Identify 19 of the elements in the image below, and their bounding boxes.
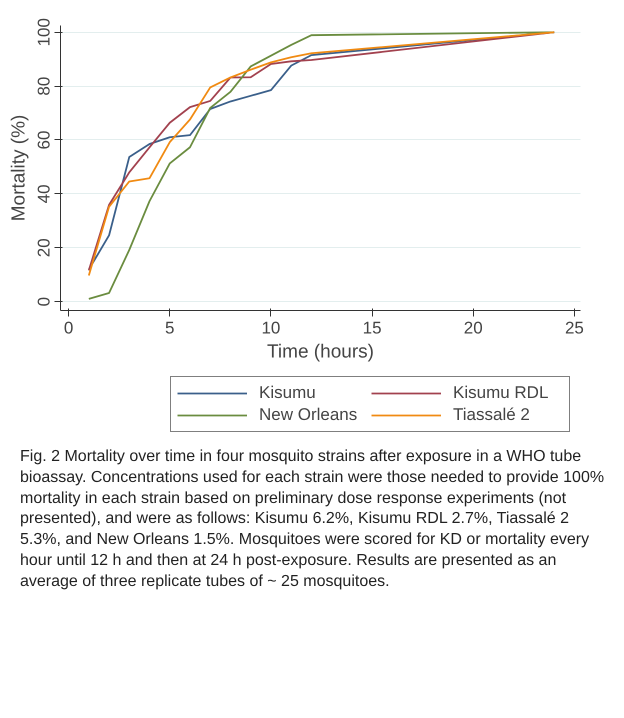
- caption: Fig. 2 Mortality over time in four mosquito strains after exposure in a WHO tube bioassay. Concentrations used for each strain were those needed to provide 100% mortality in each strain based on preliminary dose response experiments (not presented), and were as follows: Kisumu 6.2%, Kisumu RDL 2.7%, Tiassalé 2 5.3%, and New Orleans 1.5%. Mosquitoes were scored for KD or mortality every hour until 12 h and then at 24 h post-exposure. Results are presented as an average of three replicate tubes of ~ 25 mosquitoes.: [20, 447, 606, 592]
- y-tick-label: 40: [34, 184, 54, 204]
- y-axis-title: Mortality (%): [8, 114, 30, 222]
- legend-label: Tiassalé 2: [453, 405, 531, 425]
- x-tick-label: 25: [564, 318, 584, 338]
- legend-label: Kisumu: [259, 383, 317, 403]
- y-tick-label: 0: [34, 296, 54, 306]
- x-tick-label: 20: [464, 318, 483, 338]
- legend-label: Kisumu RDL: [453, 383, 550, 403]
- legend-label: New Orleans: [259, 405, 358, 425]
- x-tick-label: 5: [165, 318, 174, 338]
- y-tick-label: 60: [34, 130, 54, 150]
- y-tick-label: 100: [34, 18, 54, 46]
- x-tick-label: 15: [362, 318, 382, 338]
- x-tick-label: 10: [261, 318, 280, 338]
- y-tick-label: 20: [34, 238, 54, 258]
- y-tick-label: 80: [34, 76, 54, 96]
- x-tick-label: 0: [64, 318, 74, 338]
- x-axis-title: Time (hours): [267, 342, 374, 362]
